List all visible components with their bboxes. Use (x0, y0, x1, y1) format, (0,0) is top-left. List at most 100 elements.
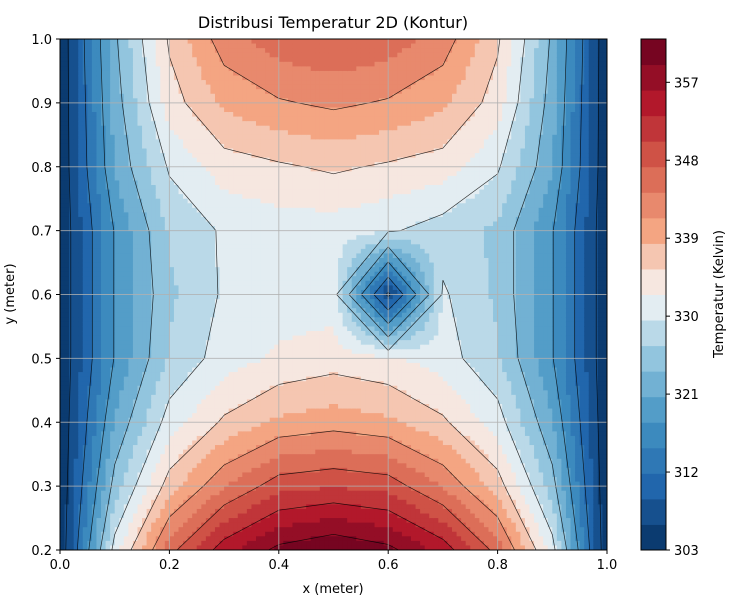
contour-cell (87, 399, 93, 405)
contour-cell (256, 490, 262, 496)
contour-cell (246, 258, 253, 264)
contour-cell (160, 504, 166, 510)
contour-cell (178, 198, 184, 204)
contour-cell (146, 258, 152, 264)
contour-cell (132, 239, 139, 245)
contour-cell (210, 522, 216, 528)
contour-cell (251, 148, 257, 154)
contour-cell (187, 308, 193, 314)
contour-cell (196, 344, 202, 350)
contour-cell (201, 285, 207, 291)
contour-cell (128, 404, 134, 410)
contour-cell (233, 235, 239, 241)
contour-cell (210, 399, 216, 405)
contour-cell (164, 467, 170, 474)
contour-cell (164, 394, 170, 401)
contour-cell (237, 253, 243, 259)
contour-cell (155, 162, 161, 168)
contour-cell (60, 390, 66, 396)
contour-cell (60, 376, 66, 382)
contour-cell (101, 75, 107, 81)
contour-cell (228, 52, 234, 58)
contour-cell (114, 422, 120, 428)
contour-cell (260, 180, 266, 186)
contour-cell (242, 417, 248, 423)
contour-cell (160, 317, 166, 323)
contour-cell (201, 449, 207, 455)
contour-cell (64, 353, 70, 359)
contour-cell (110, 280, 116, 286)
contour-cell (64, 107, 70, 113)
contour-cell (64, 203, 70, 209)
contour-cell (178, 75, 184, 81)
contour-cell (164, 372, 170, 378)
contour-cell (242, 107, 248, 113)
contour-cell (187, 376, 193, 382)
contour-cell (101, 367, 107, 373)
contour-cell (73, 454, 79, 460)
contour-cell (196, 70, 202, 77)
contour-cell (123, 308, 129, 314)
contour-cell (123, 472, 129, 478)
contour-cell (105, 125, 111, 131)
contour-cell (128, 253, 134, 259)
contour-cell (178, 372, 184, 378)
contour-cell (110, 93, 116, 99)
contour-cell (87, 57, 93, 63)
contour-cell (192, 157, 198, 163)
contour-cell (78, 258, 84, 264)
contour-cell (87, 212, 93, 218)
contour-cell (91, 80, 98, 86)
contour-cell (123, 467, 129, 474)
contour-cell (164, 294, 170, 300)
contour-cell (151, 185, 157, 191)
contour-cell (114, 139, 120, 145)
contour-cell (173, 335, 180, 341)
contour-cell (132, 116, 139, 122)
contour-cell (73, 48, 79, 54)
contour-cell (146, 495, 152, 501)
contour-cell (114, 299, 120, 305)
contour-cell (205, 417, 212, 423)
contour-cell (137, 70, 143, 77)
contour-cell (101, 80, 107, 86)
contour-cell (64, 143, 70, 150)
contour-cell (169, 235, 175, 241)
contour-cell (132, 112, 139, 118)
contour-cell (219, 57, 225, 63)
contour-cell (142, 125, 148, 131)
contour-cell (214, 239, 221, 245)
contour-cell (251, 189, 257, 195)
contour-cell (73, 481, 79, 487)
contour-cell (78, 102, 84, 109)
contour-cell (69, 253, 75, 259)
contour-cell (96, 417, 102, 423)
contour-cell (233, 180, 239, 186)
contour-cell (164, 175, 170, 182)
contour-cell (119, 508, 125, 515)
contour-cell (246, 431, 253, 437)
contour-cell (155, 258, 161, 264)
contour-cell (137, 194, 143, 200)
contour-cell (242, 116, 248, 122)
contour-cell (151, 486, 157, 492)
contour-cell (160, 449, 166, 455)
contour-cell (114, 171, 120, 177)
contour-cell (164, 312, 170, 318)
contour-cell (169, 431, 175, 437)
contour-cell (82, 294, 88, 300)
contour-cell (128, 504, 134, 510)
contour-cell (183, 235, 189, 241)
contour-cell (214, 545, 221, 550)
contour-cell (160, 52, 166, 58)
contour-cell (60, 180, 66, 186)
contour-cell (178, 180, 184, 186)
contour-cell (87, 285, 93, 291)
contour-cell (210, 499, 216, 505)
contour-cell (123, 413, 129, 419)
contour-cell (78, 98, 84, 104)
contour-cell (205, 130, 212, 136)
contour-cell (105, 321, 111, 328)
contour-cell (73, 408, 79, 414)
contour-cell (132, 358, 139, 364)
